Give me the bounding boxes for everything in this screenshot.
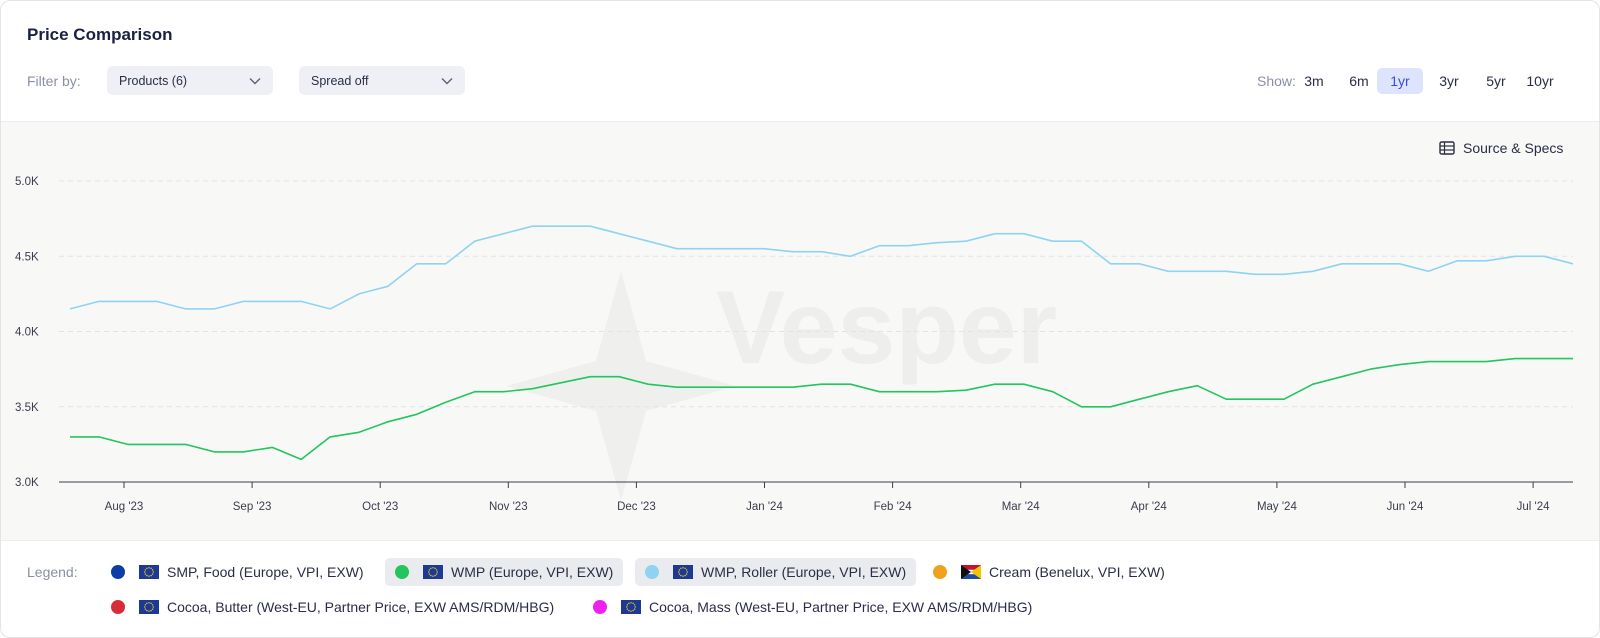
eu-flag-icon bbox=[423, 565, 443, 579]
table-icon bbox=[1439, 141, 1455, 155]
x-tick-label: Nov '23 bbox=[489, 501, 528, 513]
y-tick-label: 4.0K bbox=[15, 327, 39, 339]
watermark: Vesper bbox=[506, 270, 1057, 501]
y-tick-label: 3.5K bbox=[15, 402, 39, 414]
legend-item[interactable]: Cocoa, Butter (West-EU, Partner Price, E… bbox=[101, 593, 564, 621]
legend-dot-icon bbox=[395, 565, 409, 579]
range-6m[interactable]: 6m bbox=[1349, 73, 1369, 89]
series-line-wmp[interactable] bbox=[70, 357, 1573, 461]
x-tick-label: Dec '23 bbox=[617, 501, 656, 513]
x-tick-label: Aug '23 bbox=[105, 501, 144, 513]
products-dropdown[interactable]: Products (6) bbox=[107, 66, 273, 95]
legend-dot-icon bbox=[645, 565, 659, 579]
watermark-text: Vesper bbox=[716, 270, 1057, 386]
chevron-down-icon bbox=[249, 77, 261, 84]
range-10yr[interactable]: 10yr bbox=[1526, 73, 1554, 89]
x-tick-label: Oct '23 bbox=[362, 501, 398, 513]
legend-item[interactable]: WMP (Europe, VPI, EXW) bbox=[385, 558, 624, 586]
eu-flag-icon bbox=[139, 600, 159, 614]
legend-item-label: Cocoa, Butter (West-EU, Partner Price, E… bbox=[167, 599, 555, 615]
series-line-wmp-roller[interactable] bbox=[69, 225, 1574, 310]
x-tick-label: May '24 bbox=[1257, 501, 1298, 513]
y-tick-label: 4.5K bbox=[15, 251, 39, 263]
range-3yr[interactable]: 3yr bbox=[1439, 73, 1459, 89]
legend-item[interactable]: WMP, Roller (Europe, VPI, EXW) bbox=[635, 558, 917, 586]
watermark-logo-icon bbox=[506, 271, 736, 501]
range-1yr[interactable]: 1yr bbox=[1377, 68, 1423, 94]
x-tick-label: Jan '24 bbox=[746, 501, 783, 513]
x-tick-label: Apr '24 bbox=[1131, 501, 1168, 513]
source-specs-button[interactable]: Source & Specs bbox=[1439, 140, 1563, 156]
page-title: Price Comparison bbox=[27, 25, 173, 44]
chevron-down-icon bbox=[441, 77, 453, 84]
range-3m[interactable]: 3m bbox=[1304, 73, 1324, 89]
filter-label: Filter by: bbox=[27, 73, 81, 89]
legend-dot-icon bbox=[933, 565, 947, 579]
source-specs-label: Source & Specs bbox=[1463, 140, 1564, 156]
eu-flag-icon bbox=[139, 565, 159, 579]
show-label: Show: bbox=[1257, 73, 1296, 89]
x-tick-label: Jun '24 bbox=[1387, 501, 1424, 513]
x-tick-label: Mar '24 bbox=[1002, 501, 1041, 513]
products-dropdown-label: Products (6) bbox=[119, 73, 188, 88]
legend-item-label: Cream (Benelux, VPI, EXW) bbox=[989, 564, 1165, 580]
range-5yr[interactable]: 5yr bbox=[1486, 73, 1506, 89]
x-tick-label: Feb '24 bbox=[874, 501, 913, 513]
x-tick-label: Jul '24 bbox=[1517, 501, 1550, 513]
legend-item-label: WMP (Europe, VPI, EXW) bbox=[451, 564, 614, 580]
spread-dropdown[interactable]: Spread off bbox=[299, 66, 465, 95]
legend-dot-icon bbox=[593, 600, 607, 614]
legend-item[interactable]: Cocoa, Mass (West-EU, Partner Price, EXW… bbox=[583, 593, 1042, 621]
spread-dropdown-label: Spread off bbox=[311, 73, 369, 88]
legend-item-label: Cocoa, Mass (West-EU, Partner Price, EXW… bbox=[649, 599, 1033, 615]
legend-item[interactable]: SMP, Food (Europe, VPI, EXW) bbox=[101, 558, 374, 586]
eu-flag-icon bbox=[621, 600, 641, 614]
benelux-flag-icon bbox=[961, 565, 981, 579]
legend-item[interactable]: Cream (Benelux, VPI, EXW) bbox=[923, 558, 1175, 586]
y-tick-label: 5.0K bbox=[15, 176, 39, 188]
price-line-chart: Vesper 3.0K 3.5K 4.0K 4.5K 5.0K Aug '23 Sep '… bbox=[15, 176, 1574, 513]
legend-item-label: WMP, Roller (Europe, VPI, EXW) bbox=[701, 564, 907, 580]
legend-item-label: SMP, Food (Europe, VPI, EXW) bbox=[167, 564, 364, 580]
y-tick-label: 3.0K bbox=[15, 477, 39, 489]
legend-dot-icon bbox=[111, 600, 125, 614]
eu-flag-icon bbox=[673, 565, 693, 579]
x-tick-label: Sep '23 bbox=[233, 501, 272, 513]
legend-label: Legend: bbox=[27, 564, 78, 580]
legend-dot-icon bbox=[111, 565, 125, 579]
